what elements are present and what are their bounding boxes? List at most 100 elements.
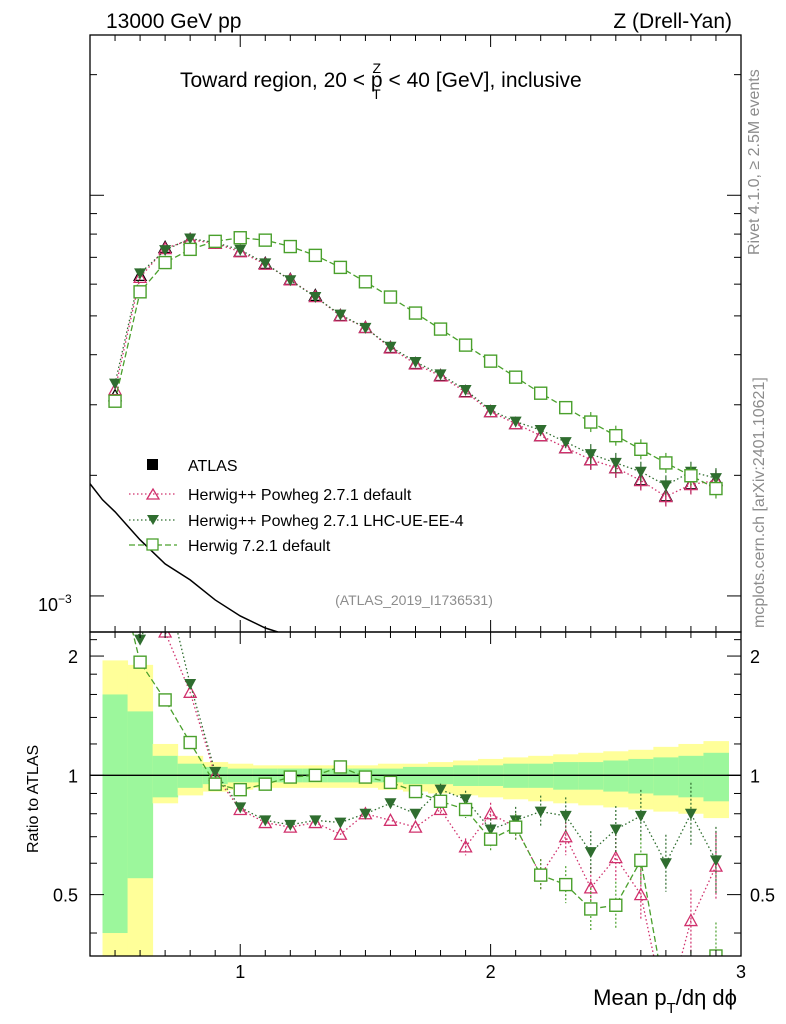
main-series-0-point: [132, 268, 148, 282]
ratio-series-1-point: [408, 819, 423, 833]
mcplots-label: mcplots.cern.ch [arXiv:2401.10621]: [751, 377, 768, 628]
ratio-series-2-point: [184, 679, 197, 691]
ratio-series-3-point: [458, 802, 473, 817]
main-extra-line: [90, 483, 279, 632]
main-series-2-point: [234, 244, 247, 256]
x-tick-label: 1: [235, 962, 245, 982]
main-series-2-point: [509, 416, 522, 428]
ratio-series-3-point: [634, 853, 648, 868]
ratio-series-1-point: [258, 815, 273, 829]
main-ytick-exp: −3: [58, 592, 72, 606]
main-series-3-point: [584, 415, 598, 429]
legend-label-atlas: ATLAS: [188, 458, 238, 475]
plot-title-sub: T: [372, 86, 381, 102]
main-series-3-point: [358, 275, 373, 289]
main-series-2-point: [284, 275, 297, 287]
main-series-2-point: [484, 405, 497, 417]
ratio-y-tick-label: 1: [68, 766, 78, 786]
main-extra-curve: [90, 483, 279, 632]
main-series-group: [107, 231, 724, 507]
ratio-series-2-point: [209, 766, 222, 778]
main-series-3-point: [408, 306, 423, 320]
ratio-series-1-point: [109, 522, 121, 533]
legend-label-herwigpp-ue: Herwig++ Powheg 2.7.1 LHC-UE-EE-4: [188, 513, 464, 530]
legend-marker-herwigpp-default: [145, 487, 161, 500]
ratio-series-2-point: [709, 855, 722, 867]
band-inner-bin: [653, 757, 679, 796]
ratio-series-1-point: [433, 802, 448, 816]
ratio-series-3-point: [508, 820, 523, 834]
ratio-series-2-point: [109, 532, 121, 543]
main-series-2-point: [534, 425, 547, 437]
plot-title-main: Toward region, 20 < p: [180, 69, 383, 92]
main-series-1-point: [583, 452, 598, 466]
ratio-ylabel: Ratio to ATLAS: [25, 745, 42, 853]
band-inner-bin: [628, 758, 654, 794]
main-series-1-point: [483, 404, 498, 418]
x-axis-label-sub: T: [667, 1000, 676, 1017]
main-series-3-point: [108, 394, 122, 408]
main-series-2-point: [159, 245, 172, 257]
ratio-series-2-point: [459, 794, 472, 806]
ratio-series-3-point: [559, 877, 573, 892]
ratio-y-tick-label-right: 1: [750, 766, 760, 786]
ratio-series-1-point: [308, 815, 323, 829]
main-series-2-point: [584, 449, 597, 461]
ratio-series-3-point: [258, 777, 272, 791]
main-series-1-point: [533, 428, 548, 442]
main-series-2-point: [459, 384, 472, 396]
main-series-3-point: [709, 481, 723, 496]
legend-marker-atlas: [147, 459, 158, 470]
main-series-1-point: [633, 473, 648, 487]
ratio-series-3-point: [383, 775, 398, 790]
main-series-1-point: [433, 368, 448, 382]
main-series-2-point: [384, 341, 397, 353]
plot-title-sup: Z: [373, 60, 382, 76]
x-tick-label: 2: [486, 962, 496, 982]
main-series-3-point: [559, 400, 573, 415]
ratio-series-3-point: [358, 770, 373, 784]
ratio-series-1-point: [683, 913, 699, 927]
main-series-2-point: [259, 258, 272, 270]
ratio-series-2-point: [559, 810, 572, 822]
main-series-3-point: [533, 386, 548, 400]
ratio-series-1-point: [134, 569, 146, 580]
main-series-2-point: [359, 322, 372, 334]
legend-label-herwigpp-default: Herwig++ Powheg 2.7.1 default: [188, 487, 412, 504]
legend-label-herwig7: Herwig 7.2.1 default: [188, 538, 331, 555]
ratio-series-2-point: [684, 808, 697, 820]
main-series-1-point: [233, 244, 248, 258]
main-series-2-point: [409, 356, 422, 368]
main-series-2-point: [184, 233, 197, 245]
ratio-series-2-point: [634, 810, 647, 822]
ratio-series-1-line: [164, 632, 717, 956]
ratio-series-1-point: [283, 819, 298, 833]
ratio-uncertainty-bands: [102, 660, 729, 956]
analysis-id: (ATLAS_2019_I1736531): [335, 592, 493, 608]
process-label: Z (Drell-Yan): [613, 10, 732, 33]
main-series-2-point: [559, 437, 572, 449]
ratio-series-2-point: [659, 858, 672, 870]
ratio-series-2-point: [159, 576, 171, 587]
ratio-series-2-point: [259, 815, 272, 827]
ratio-series-2-point: [534, 806, 547, 818]
band-inner-bin: [678, 755, 704, 798]
ratio-series-2-point: [584, 847, 597, 859]
ratio-series-2-point: [434, 784, 447, 796]
ratio-series-3-point: [183, 735, 197, 750]
legend: ATLAS Herwig++ Powheg 2.7.1 default Herw…: [129, 458, 464, 555]
main-series-1-point: [683, 477, 699, 491]
main-series-3-point: [634, 442, 648, 456]
plot-title: Toward region, 20 < pZ T < 40 [GeV], incl…: [180, 60, 582, 102]
main-ytick-label: 10−3: [38, 592, 72, 615]
ratio-series-3-point: [233, 782, 247, 797]
ratio-series-1-point: [458, 839, 473, 853]
ratio-series-1-point: [383, 812, 398, 826]
ratio-series-3-point: [609, 898, 623, 912]
main-series-2-point: [334, 309, 347, 321]
legend-marker-herwig7: [146, 538, 159, 551]
main-series-3-point: [684, 469, 698, 483]
main-series-2-point: [659, 480, 672, 492]
ratio-series-3-point: [433, 794, 448, 808]
